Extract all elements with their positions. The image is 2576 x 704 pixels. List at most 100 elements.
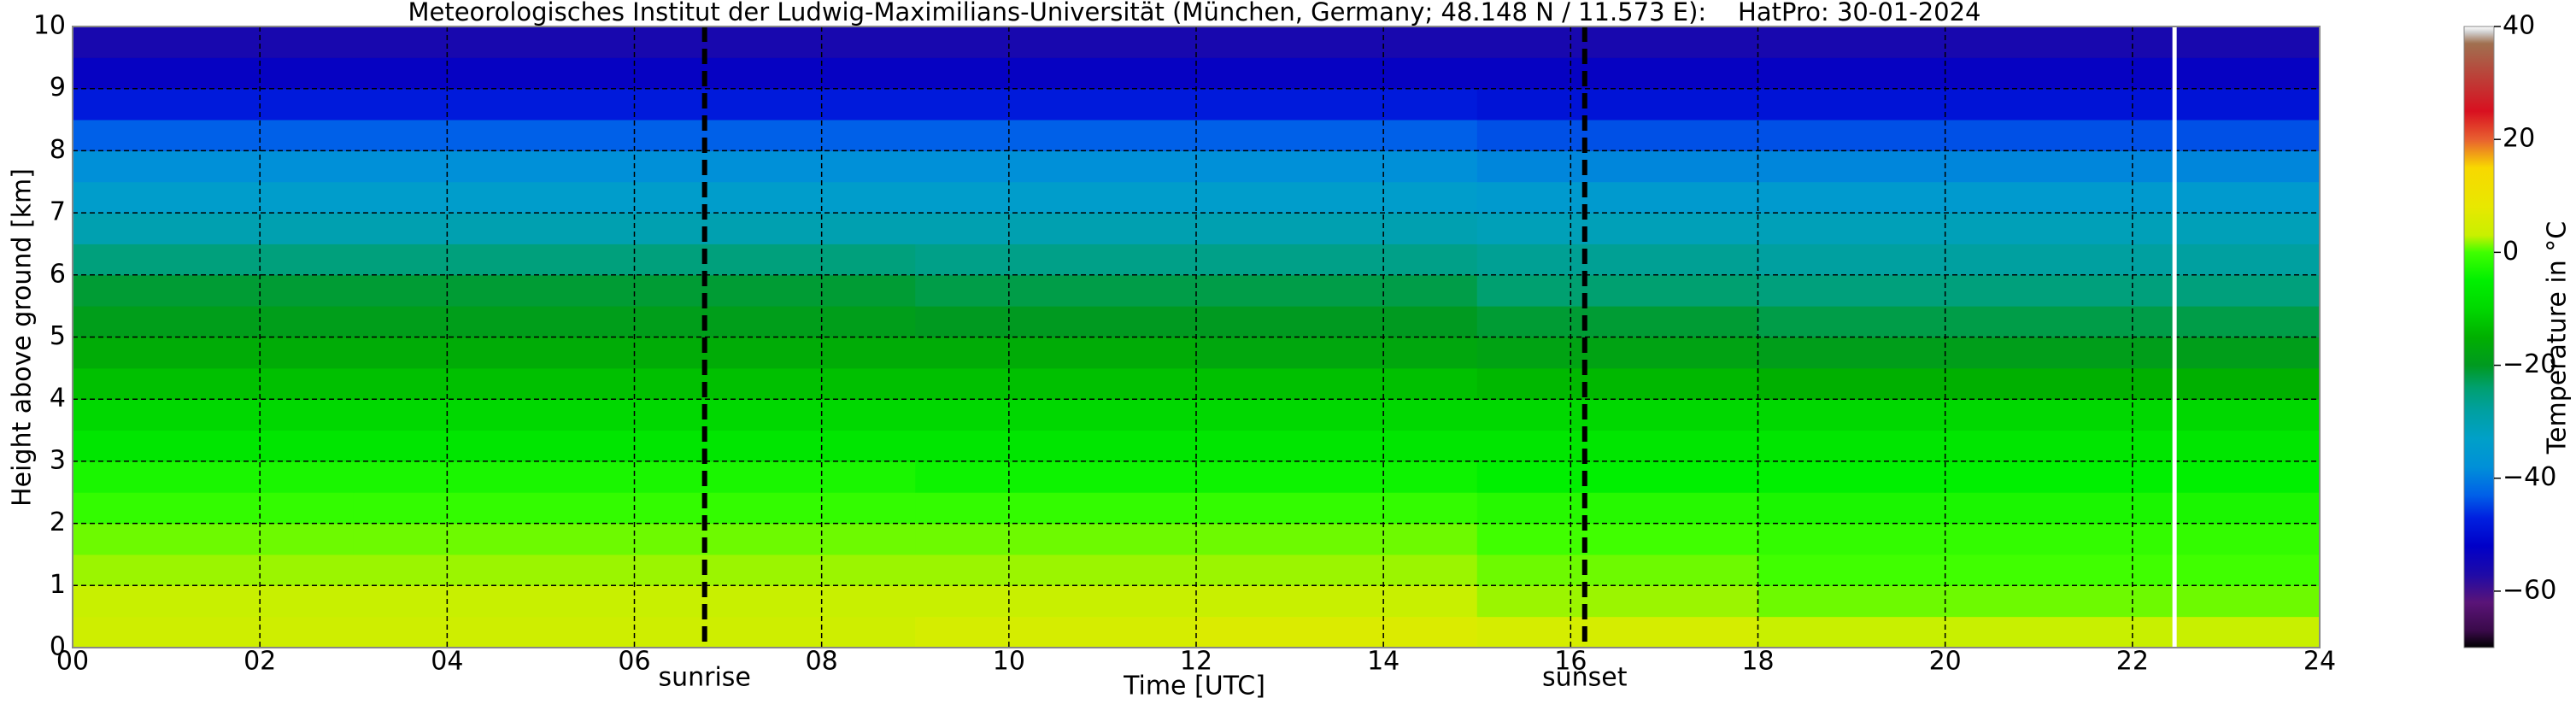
- heatmap-cell: [1757, 243, 2039, 276]
- heatmap-cell: [1476, 585, 1758, 618]
- heatmap-cell: [1757, 150, 2039, 183]
- heatmap-cell: [353, 399, 635, 431]
- y-tick-label: 10: [33, 11, 66, 41]
- heatmap-cell: [1196, 399, 1478, 431]
- heatmap-cell: [353, 88, 635, 120]
- heatmap-cell: [915, 492, 1197, 525]
- heatmap-cell: [634, 274, 916, 307]
- heatmap-cell: [1476, 243, 1758, 276]
- heatmap-cell: [353, 461, 635, 493]
- colorbar-tick-label: 40: [2503, 11, 2535, 41]
- sun-marker-label: sunrise: [658, 663, 750, 693]
- heatmap-cell: [1757, 274, 2039, 307]
- heatmap-cell: [634, 492, 916, 525]
- heatmap-cell: [73, 523, 355, 555]
- heatmap-cell: [915, 306, 1197, 337]
- heatmap-cell: [2039, 26, 2321, 58]
- y-axis-label: Height above ground [km]: [8, 168, 38, 507]
- heatmap-cell: [915, 585, 1197, 618]
- heatmap-cell: [1196, 337, 1478, 369]
- heatmap-cell: [634, 367, 916, 400]
- heatmap-cell: [1476, 616, 1758, 648]
- heatmap-cell: [353, 213, 635, 244]
- heatmap-cell: [634, 150, 916, 183]
- heatmap-cell: [915, 554, 1197, 586]
- heatmap-cell: [1757, 554, 2039, 586]
- heatmap-cell: [2039, 274, 2321, 307]
- heatmap-cell: [1196, 430, 1478, 462]
- heatmap-cell: [73, 57, 355, 90]
- heatmap-cell: [353, 554, 635, 586]
- heatmap-cell: [73, 430, 355, 462]
- heatmap-cell: [1476, 399, 1758, 431]
- heatmap-cell: [2039, 492, 2321, 525]
- x-tick-label: 06: [618, 647, 650, 677]
- heatmap-cell: [73, 337, 355, 369]
- heatmap-cell: [1476, 213, 1758, 244]
- heatmap-cell: [915, 523, 1197, 555]
- heatmap-cell: [1196, 88, 1478, 120]
- heatmap-cell: [353, 150, 635, 183]
- heatmap-cell: [2039, 150, 2321, 183]
- heatmap-cell: [1757, 88, 2039, 120]
- heatmap-cell: [1757, 26, 2039, 58]
- heatmap-cell: [73, 274, 355, 307]
- heatmap-cell: [73, 367, 355, 400]
- x-tick-label: 14: [1367, 647, 1399, 677]
- y-tick-label: 9: [50, 73, 66, 103]
- heatmap-cell: [73, 213, 355, 244]
- heatmap-cell: [2039, 523, 2321, 555]
- heatmap-cell: [1757, 181, 2039, 214]
- x-tick-label: 00: [56, 647, 89, 677]
- heatmap-cell: [353, 492, 635, 525]
- x-tick-label: 22: [2116, 647, 2149, 677]
- heatmap-cell: [634, 337, 916, 369]
- heatmap-cell: [1476, 306, 1758, 337]
- heatmap-cell: [634, 88, 916, 120]
- heatmap-cell: [73, 88, 355, 120]
- heatmap-cell: [634, 430, 916, 462]
- heatmap-cell: [1757, 337, 2039, 369]
- heatmap-cell: [1757, 585, 2039, 618]
- heatmap-cell: [2039, 57, 2321, 90]
- heatmap-cell: [1196, 213, 1478, 244]
- heatmap-cell: [1757, 430, 2039, 462]
- heatmap-cell: [1196, 492, 1478, 525]
- heatmap-cell: [915, 367, 1197, 400]
- heatmap-cell: [353, 523, 635, 555]
- heatmap-cell: [1196, 461, 1478, 493]
- colorbar-tick-label: 20: [2503, 124, 2535, 154]
- heatmap-cell: [353, 57, 635, 90]
- heatmap-cell: [73, 26, 355, 58]
- heatmap-cell: [915, 88, 1197, 120]
- heatmap-cell: [73, 461, 355, 493]
- x-tick-label: 18: [1741, 647, 1774, 677]
- heatmap-cell: [915, 461, 1197, 493]
- heatmap-cell: [1476, 554, 1758, 586]
- heatmap-cell: [2039, 585, 2321, 618]
- heatmap-cell: [1196, 585, 1478, 618]
- y-tick-label: 4: [50, 384, 66, 414]
- y-tick-label: 7: [50, 197, 66, 227]
- heatmap-cell: [915, 430, 1197, 462]
- heatmap-cell: [915, 26, 1197, 58]
- heatmap-cell: [73, 554, 355, 586]
- heatmap-cell: [915, 57, 1197, 90]
- x-tick-label: 20: [1929, 647, 1962, 677]
- y-tick-label: 2: [50, 507, 66, 537]
- heatmap-cell: [1757, 492, 2039, 525]
- heatmap-cell: [353, 181, 635, 214]
- heatmap-cell: [2039, 88, 2321, 120]
- heatmap-cell: [1476, 492, 1758, 525]
- heatmap-cell: [1757, 120, 2039, 151]
- heatmap-cell: [1196, 523, 1478, 555]
- heatmap-cell: [1476, 523, 1758, 555]
- heatmap-cell: [353, 616, 635, 648]
- heatmap-cell: [1476, 337, 1758, 369]
- x-tick-label: 02: [244, 647, 276, 677]
- heatmap-cell: [915, 181, 1197, 214]
- heatmap-cell: [353, 337, 635, 369]
- x-tick-label: 12: [1180, 647, 1212, 677]
- heatmap-cell: [915, 120, 1197, 151]
- heatmap-cell: [1196, 243, 1478, 276]
